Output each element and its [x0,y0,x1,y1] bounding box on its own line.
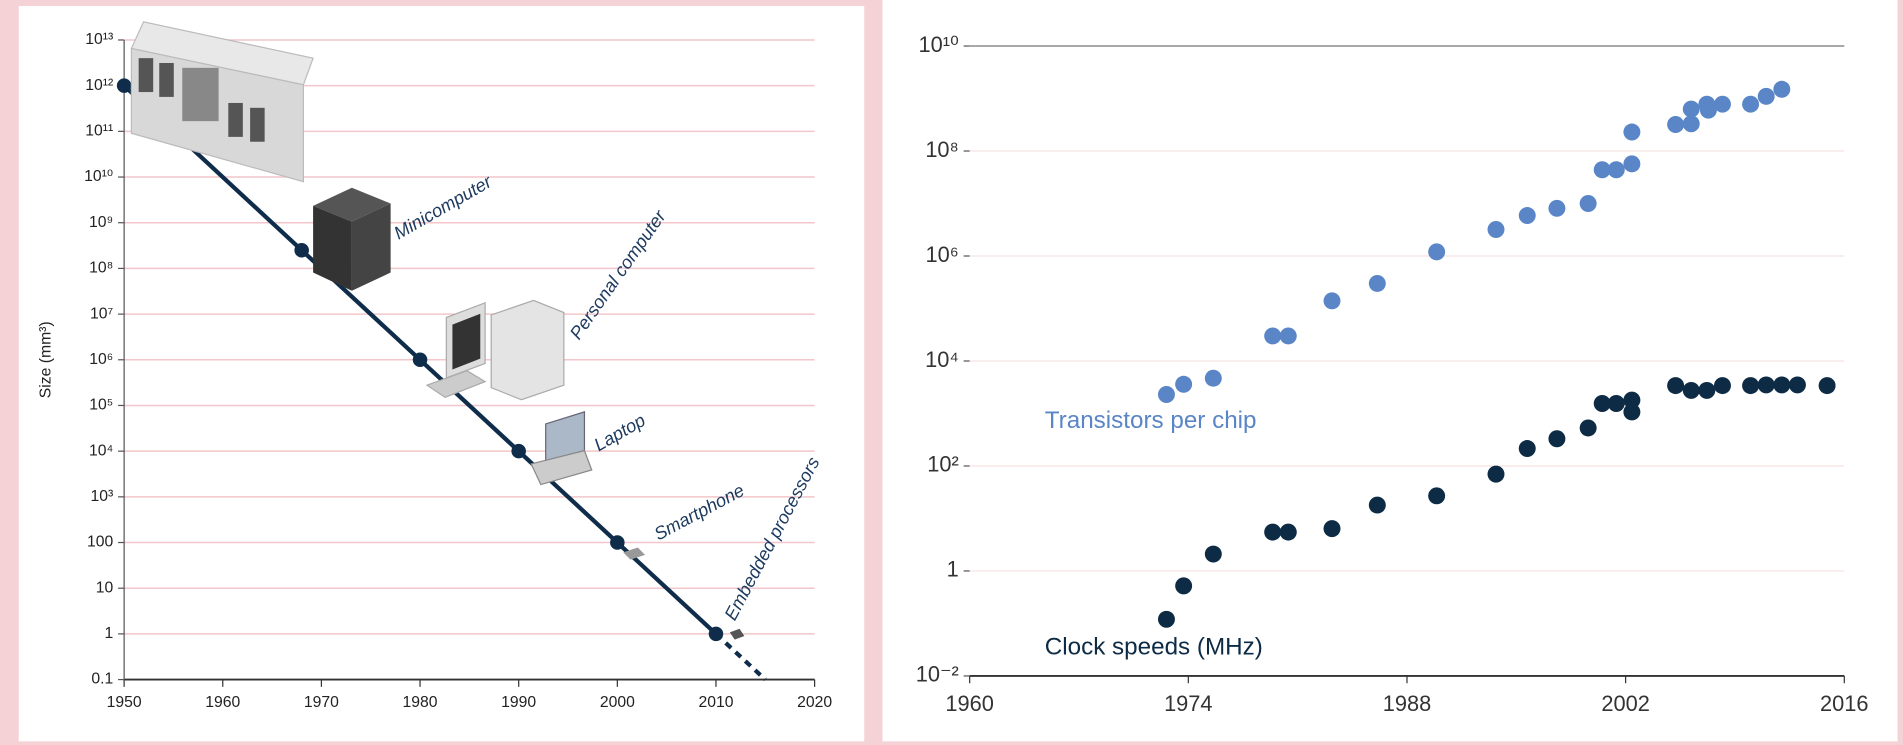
y-tick-label: 10² [927,452,959,477]
point [1819,377,1836,394]
x-tick-label: 1980 [403,694,438,711]
mainframe-icon [228,103,243,137]
point [1519,440,1536,457]
point [1789,376,1806,393]
point [1683,382,1700,399]
point [1324,292,1341,309]
y-tick-label: 10¹⁰ [84,168,113,185]
point [1548,430,1565,447]
point [1324,520,1341,537]
point [1714,377,1731,394]
point [1773,81,1790,98]
y-tick-label: 1 [947,557,959,582]
y-axis-label: Size (mm³) [38,321,55,398]
x-tick-label: 2020 [797,694,832,711]
y-tick-label: 1 [104,625,113,642]
mainframe-icon [182,68,218,121]
point [1205,546,1222,563]
point [1205,370,1222,387]
y-tick-label: 10⁸ [925,137,958,162]
pc-icon [491,300,564,399]
y-tick-label: 10¹³ [85,31,113,48]
point [1773,376,1790,393]
y-tick-label: 100 [87,534,114,551]
x-tick-label: 2016 [1820,691,1868,716]
point [1369,497,1386,514]
x-tick-label: 2002 [1601,691,1650,716]
x-tick-label: 1960 [205,694,240,711]
point [1488,466,1505,483]
y-tick-label: 10⁻² [916,662,959,687]
point [1742,377,1759,394]
point [1548,200,1565,217]
x-tick-label: 1970 [304,694,339,711]
y-tick-label: 10⁶ [926,242,959,267]
point [1623,403,1640,420]
y-tick-label: 10⁹ [89,214,113,231]
point [1580,419,1597,436]
x-tick-label: 1950 [107,694,142,711]
y-tick-label: 10⁸ [89,260,113,277]
point [1623,124,1640,141]
page: 0.1 1 10 100 10³ 10⁴ 10⁵ 10⁶ 10⁷ 10⁸ 10⁹ 10¹⁰ 10¹¹ 10… [0,0,1903,745]
point [1667,377,1684,394]
y-tick-label: 10⁴ [925,347,959,372]
y-tick-label: 10 [96,579,114,596]
y-tick-label: 10¹¹ [85,123,113,140]
y-tick-label: 10¹² [85,77,113,94]
point [1758,376,1775,393]
mainframe-icon [250,108,265,142]
point [1519,207,1536,224]
series-label: Transistors per chip [1045,407,1257,434]
point [1158,386,1175,403]
x-tick-label: 1974 [1164,691,1213,716]
point [1623,155,1640,172]
y-tick-label: 10⁵ [89,397,113,414]
point [1428,243,1445,260]
x-tick-label: 2010 [698,694,733,711]
figure: 0.1 1 10 100 10³ 10⁴ 10⁵ 10⁶ 10⁷ 10⁸ 10⁹ 10¹⁰ 10¹¹ 10… [0,0,1903,745]
y-tick-label: 10⁴ [89,442,113,459]
point [1608,395,1625,412]
y-tick-label: 10¹⁰ [919,32,960,57]
point [1264,327,1281,344]
y-tick-label: 10³ [90,488,113,505]
point [1369,275,1386,292]
point [1280,524,1297,541]
point [1264,524,1281,541]
right-panel [882,0,1897,741]
x-tick-label: 2000 [600,694,635,711]
point [1683,101,1700,118]
x-tick-label: 1988 [1383,691,1431,716]
point [1488,221,1505,238]
y-tick-label: 10⁶ [89,351,113,368]
mainframe-icon [139,58,154,92]
mainframe-icon [159,63,174,97]
point [1667,116,1684,133]
series-label: Clock speeds (MHz) [1045,633,1263,660]
point [1580,195,1597,212]
point [117,78,132,93]
point [1608,161,1625,178]
point [1280,327,1297,344]
x-tick-label: 1960 [945,691,994,716]
point [1758,88,1775,105]
x-tick-label: 1990 [501,694,536,711]
point [1714,96,1731,113]
point [1175,577,1192,594]
point [1683,115,1700,132]
point [610,535,625,550]
point [1158,611,1175,628]
point [294,243,309,258]
point [1698,382,1715,399]
point [1428,487,1445,504]
point [1742,96,1759,113]
y-tick-label: 0.1 [91,671,113,688]
point [1175,376,1192,393]
y-tick-label: 10⁷ [90,305,114,322]
point [511,444,526,459]
point [413,353,428,368]
